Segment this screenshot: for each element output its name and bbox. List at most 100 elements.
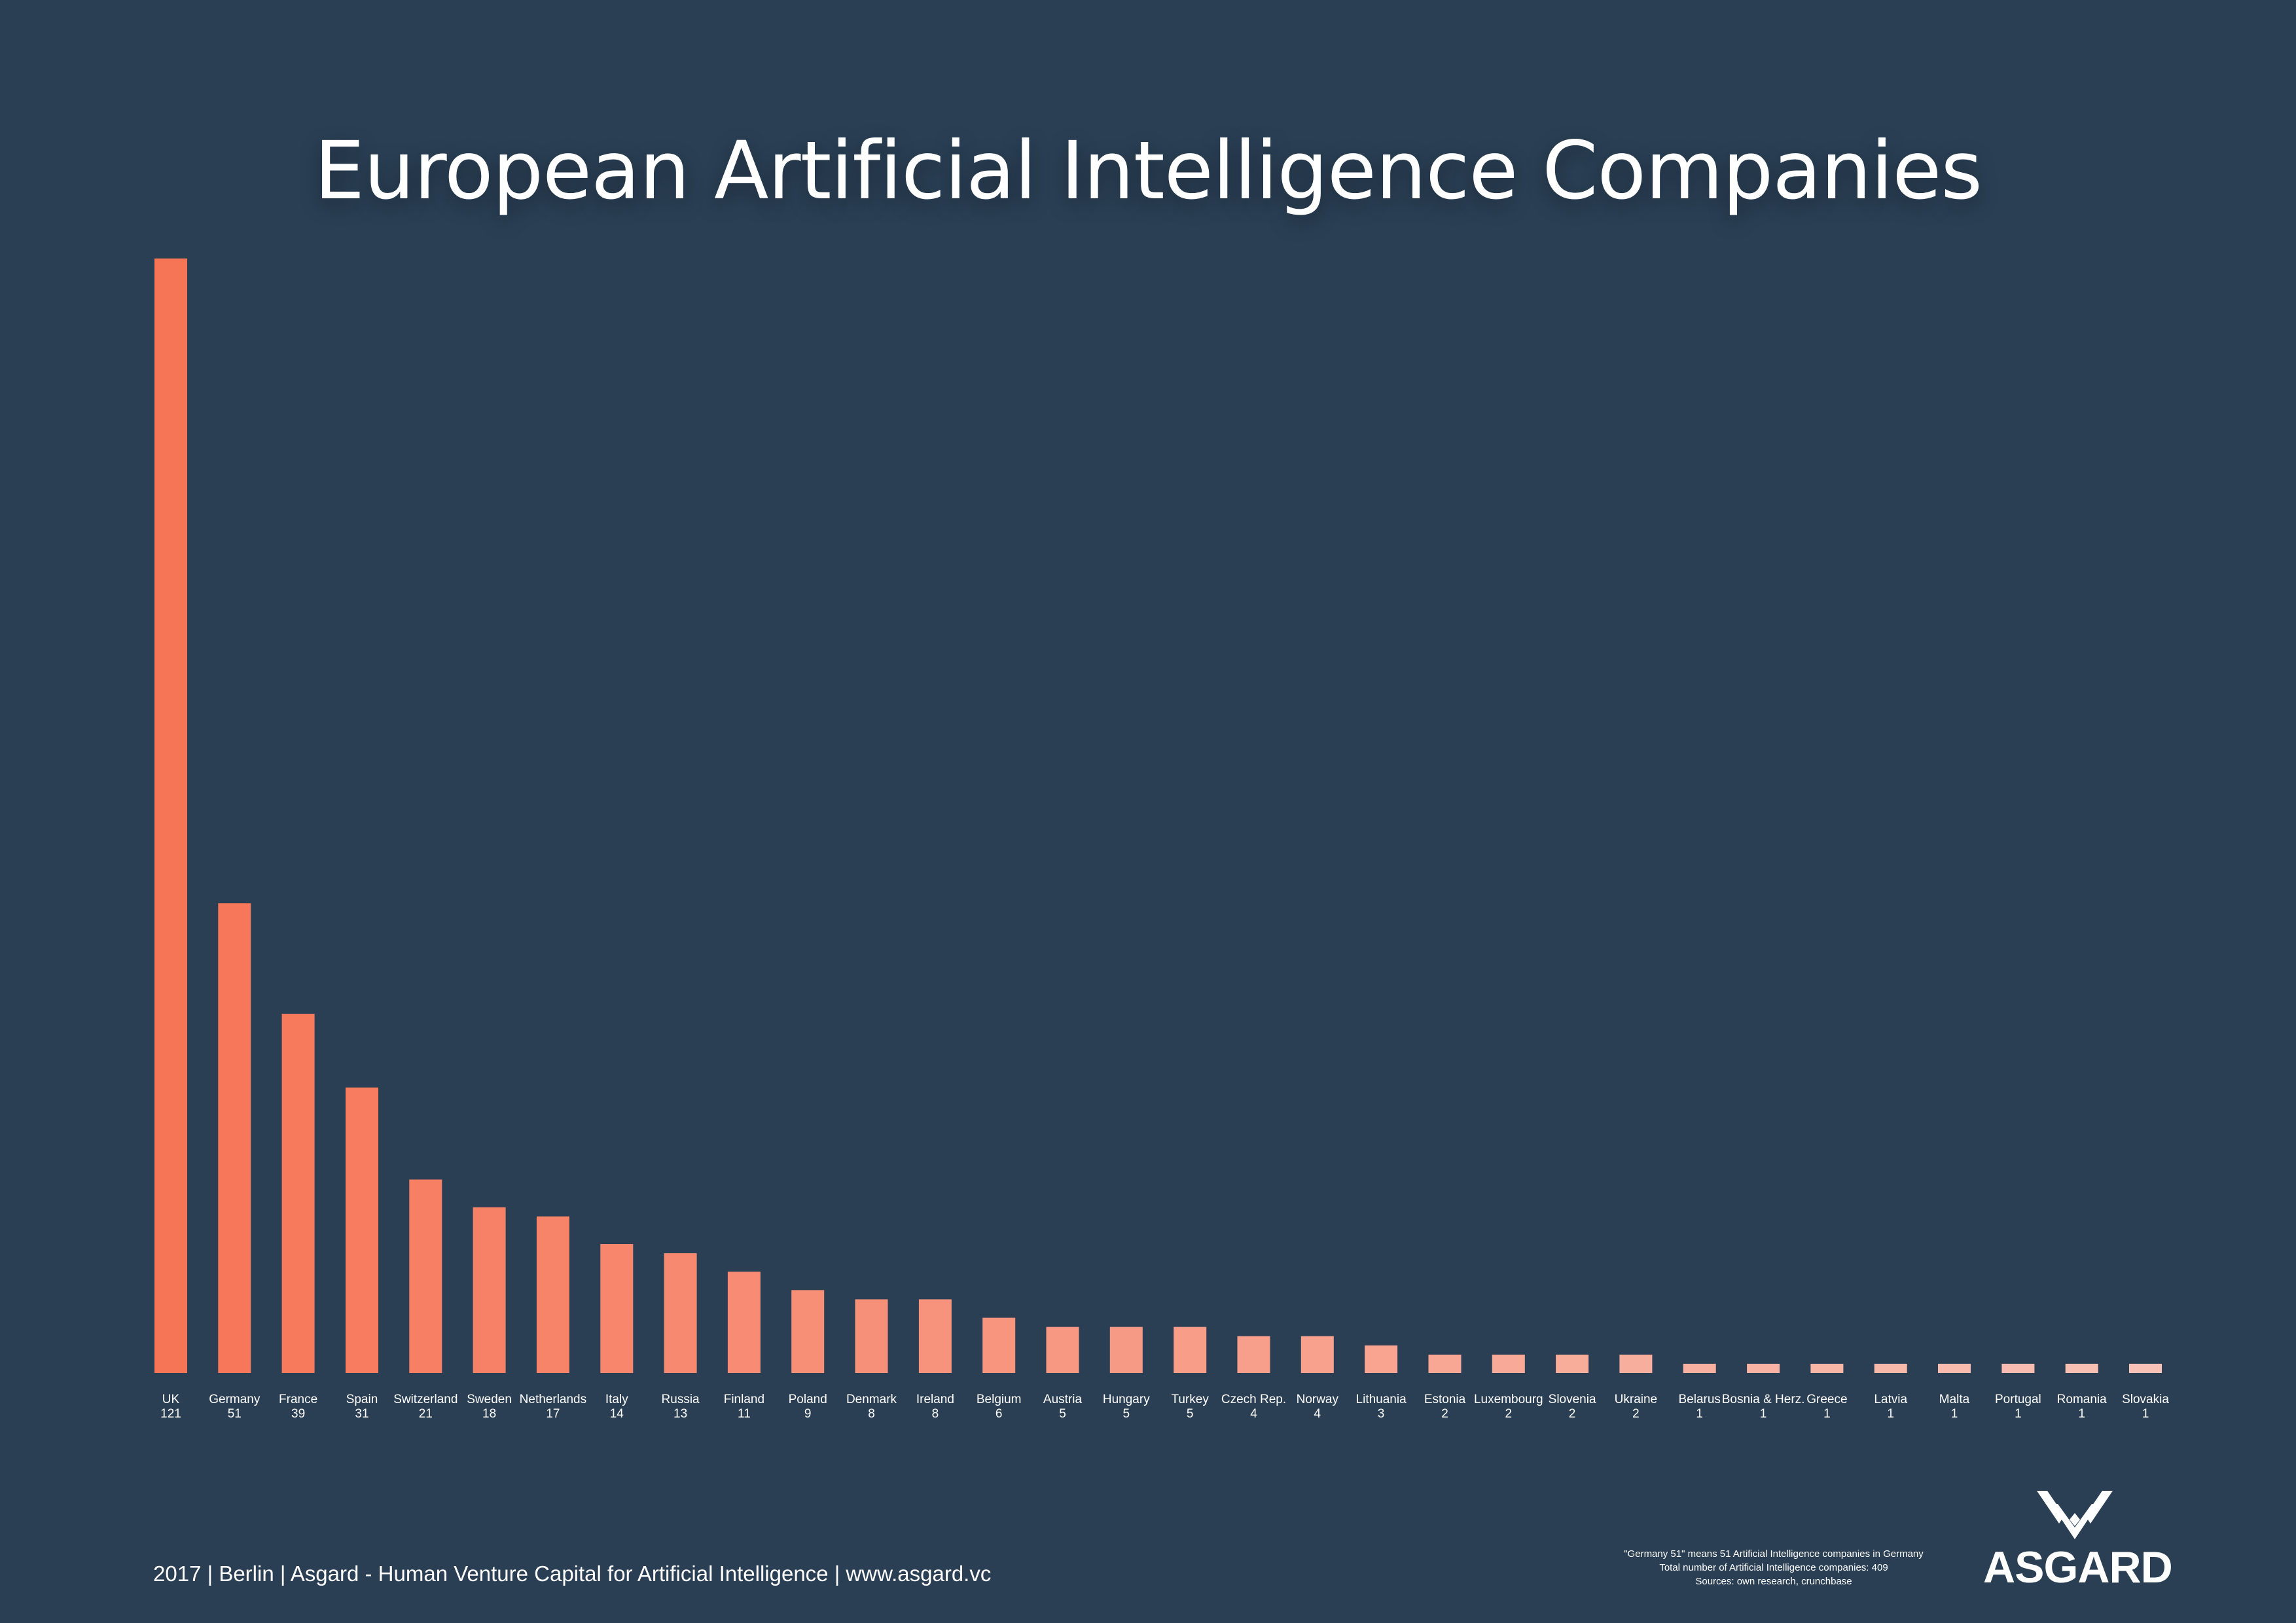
note-line: Sources: own research, crunchbase [1695, 1576, 1852, 1587]
value-label: 13 [673, 1407, 687, 1421]
footer-text: 2017 | Berlin | Asgard - Human Venture C… [153, 1561, 992, 1586]
category-label: Turkey [1172, 1393, 1210, 1406]
bar-uk [154, 259, 187, 1373]
category-label: Russia [662, 1393, 700, 1406]
value-label: 2 [1632, 1407, 1640, 1421]
value-label: 1 [1823, 1407, 1831, 1421]
category-label: Ukraine [1615, 1393, 1657, 1406]
value-label: 1 [1696, 1407, 1703, 1421]
asgard-logo-text: ASGARD [1983, 1543, 2173, 1592]
bar-turkey [1174, 1327, 1207, 1373]
value-label: 1 [1951, 1407, 1958, 1421]
category-label: Bosnia & Herz. [1722, 1393, 1805, 1406]
value-label: 1 [1760, 1407, 1767, 1421]
value-label: 8 [932, 1407, 939, 1421]
bar-denmark [855, 1299, 888, 1373]
category-label: Denmark [846, 1393, 897, 1406]
asgard-logo: ASGARD [1983, 1489, 2173, 1592]
value-label: 2 [1569, 1407, 1576, 1421]
category-label: Estonia [1424, 1393, 1466, 1406]
note-line: Total number of Artificial Intelligence … [1659, 1562, 1888, 1573]
bar-slovenia [1556, 1354, 1589, 1373]
category-label: Norway [1297, 1393, 1339, 1406]
value-label: 121 [160, 1407, 181, 1421]
value-label: 6 [996, 1407, 1003, 1421]
value-label: 3 [1378, 1407, 1385, 1421]
bar-spain [346, 1087, 378, 1373]
value-label: 9 [804, 1407, 812, 1421]
category-label: Czech Rep. [1221, 1393, 1286, 1406]
category-label: UK [162, 1393, 180, 1406]
bar-switzerland [409, 1179, 442, 1373]
bar-finland [727, 1272, 761, 1373]
category-label: Hungary [1103, 1393, 1150, 1406]
category-label: Latvia [1874, 1393, 1907, 1406]
bar-hungary [1109, 1327, 1143, 1373]
value-label: 51 [228, 1407, 242, 1421]
value-label: 4 [1314, 1407, 1321, 1421]
bar-poland [791, 1290, 825, 1373]
bar-italy [600, 1244, 634, 1373]
bar-bosnia-herz- [1747, 1363, 1780, 1373]
value-label: 1 [2142, 1407, 2149, 1421]
category-label: Slovakia [2122, 1393, 2169, 1406]
value-label: 11 [738, 1407, 751, 1421]
value-label: 2 [1441, 1407, 1448, 1421]
value-label: 1 [1887, 1407, 1894, 1421]
value-label: 21 [419, 1407, 433, 1421]
category-label: Belgium [977, 1393, 1022, 1406]
bar-luxembourg [1492, 1354, 1525, 1373]
category-label: Switzerland [393, 1393, 457, 1406]
value-label: 5 [1123, 1407, 1130, 1421]
category-label: Greece [1806, 1393, 1847, 1406]
bar-latvia [1874, 1363, 1907, 1373]
value-label: 5 [1187, 1407, 1194, 1421]
category-label: France [279, 1393, 317, 1406]
category-label: Netherlands [520, 1393, 586, 1406]
category-label: Italy [605, 1393, 628, 1406]
bar-slovakia [2129, 1363, 2162, 1373]
value-label: 5 [1059, 1407, 1066, 1421]
category-label: Sweden [467, 1393, 512, 1406]
bar-estonia [1428, 1354, 1462, 1373]
bar-france [281, 1014, 315, 1373]
bar-lithuania [1365, 1345, 1398, 1373]
bar-netherlands [536, 1216, 569, 1373]
bar-greece [1810, 1363, 1844, 1373]
bar-sweden [473, 1207, 506, 1373]
category-label: Slovenia [1549, 1393, 1596, 1406]
category-label: Luxembourg [1474, 1393, 1543, 1406]
bar-ukraine [1619, 1354, 1653, 1373]
category-label: Lithuania [1356, 1393, 1407, 1406]
value-label: 2 [1505, 1407, 1513, 1421]
bar-ireland [918, 1299, 952, 1373]
value-label: 31 [355, 1407, 368, 1421]
bar-czech-rep- [1237, 1336, 1270, 1373]
category-label: Spain [346, 1393, 378, 1406]
bar-germany [218, 903, 251, 1373]
chart-title: European Artificial Intelligence Compani… [314, 124, 1982, 217]
bar-russia [664, 1253, 697, 1373]
chart-notes: "Germany 51" means 51 Artificial Intelli… [1584, 1547, 1964, 1588]
value-label: 8 [868, 1407, 875, 1421]
value-label: 1 [2078, 1407, 2085, 1421]
category-label: Portugal [1995, 1393, 2041, 1406]
bar-chart: UK121Germany51France39Spain31Switzerland… [154, 259, 2169, 1421]
bar-malta [1938, 1363, 1971, 1373]
value-label: 18 [482, 1407, 496, 1421]
bar-austria [1046, 1327, 1079, 1373]
bars-group [154, 259, 2162, 1373]
bar-portugal [2001, 1363, 2035, 1373]
category-label: Finland [724, 1393, 764, 1406]
note-line: "Germany 51" means 51 Artificial Intelli… [1624, 1548, 1924, 1560]
category-label: Austria [1043, 1393, 1083, 1406]
value-label: 39 [291, 1407, 305, 1421]
category-label: Ireland [916, 1393, 954, 1406]
category-label: Poland [789, 1393, 827, 1406]
category-label: Romania [2057, 1393, 2107, 1406]
bar-romania [2065, 1363, 2098, 1373]
category-label: Malta [1939, 1393, 1970, 1406]
bar-belgium [982, 1317, 1016, 1373]
bar-belarus [1683, 1363, 1716, 1373]
